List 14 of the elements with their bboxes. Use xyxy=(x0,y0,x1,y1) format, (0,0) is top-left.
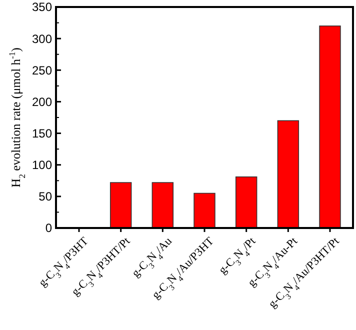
bar xyxy=(277,120,300,228)
y-tick-label: 50 xyxy=(38,190,52,204)
y-tick-label: 200 xyxy=(32,94,52,109)
bar xyxy=(319,26,341,228)
y-tick-label: 150 xyxy=(32,126,52,140)
y-tick-label: 250 xyxy=(32,63,52,78)
y-tick-label: 0 xyxy=(45,221,52,236)
bar xyxy=(110,182,132,228)
y-tick-label: 300 xyxy=(32,32,52,46)
bar xyxy=(152,182,174,228)
y-tick-label: 350 xyxy=(32,0,52,14)
bar xyxy=(235,176,258,228)
y-tick-label: 100 xyxy=(32,158,52,172)
bar xyxy=(194,192,216,228)
